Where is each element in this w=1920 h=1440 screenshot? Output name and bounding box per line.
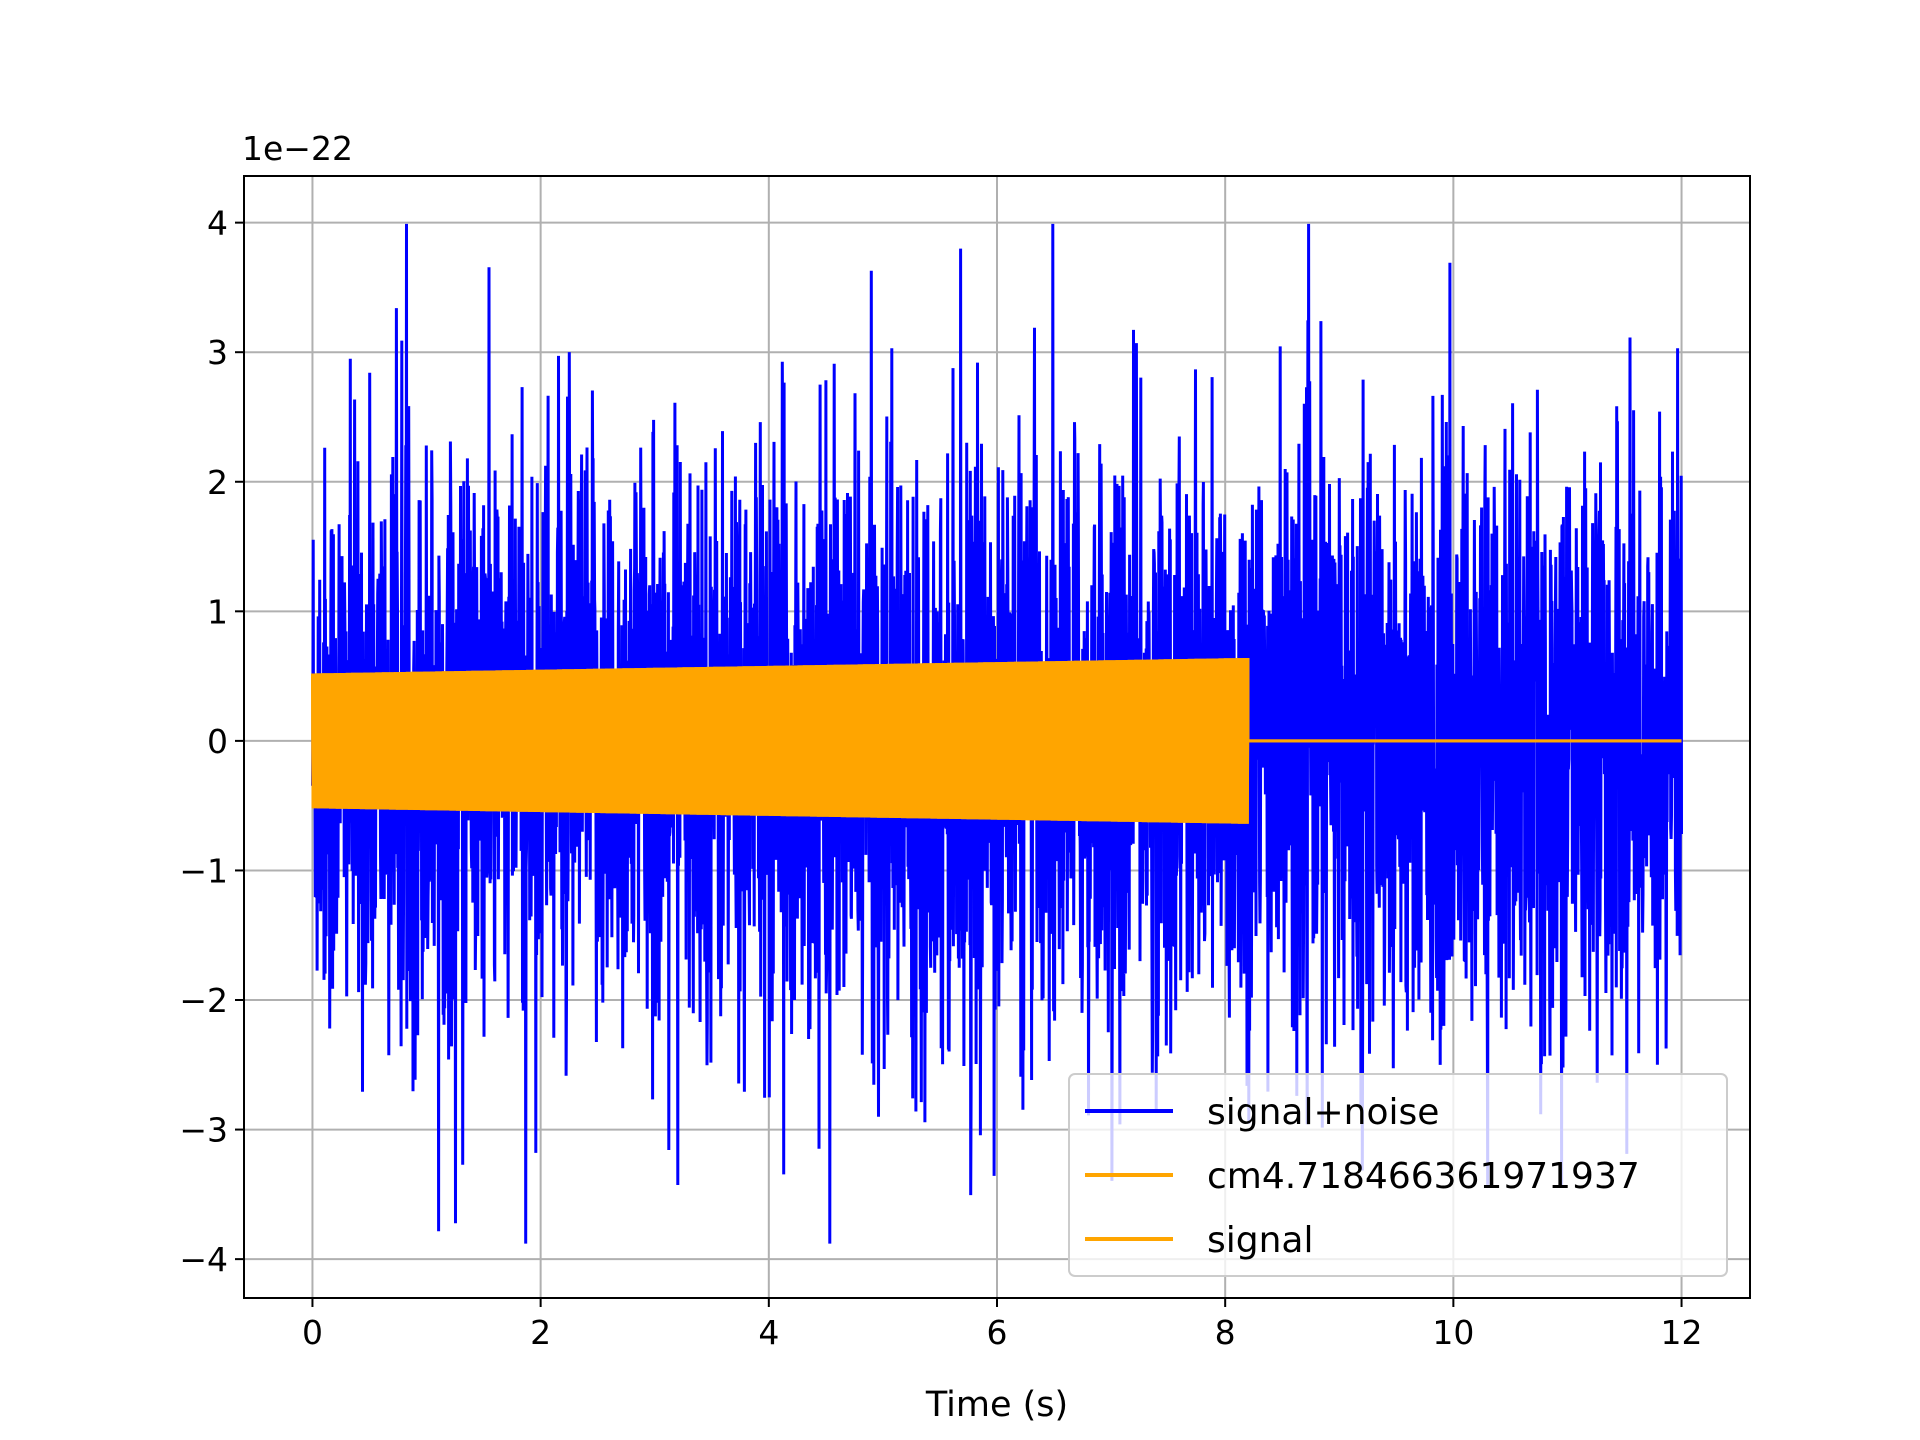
x-axis-title: Time (s) xyxy=(925,1385,1068,1425)
y-tick-label: 4 xyxy=(207,204,228,243)
y-axis: −4 −3 −2 −1 0 1 2 3 4 xyxy=(179,204,244,1279)
y-tick-label: 2 xyxy=(207,463,228,502)
y-offset-label: 1e−22 xyxy=(242,129,353,168)
legend-label: signal+noise xyxy=(1207,1092,1439,1133)
y-tick-label: −4 xyxy=(179,1240,228,1279)
x-tick-label: 8 xyxy=(1215,1313,1236,1352)
legend: signal+noise cm4.718466361971937 signal xyxy=(1068,1073,1728,1277)
series-layer xyxy=(311,223,1683,1244)
legend-label: signal xyxy=(1207,1220,1314,1261)
series-line-signal xyxy=(311,657,1682,824)
legend-label: cm4.718466361971937 xyxy=(1207,1156,1640,1197)
x-tick-label: 0 xyxy=(302,1313,323,1352)
y-tick-label: −1 xyxy=(179,851,228,890)
y-tick-label: −3 xyxy=(179,1111,228,1150)
y-tick-label: −2 xyxy=(179,981,228,1020)
y-tick-label: 3 xyxy=(207,333,228,372)
legend-box xyxy=(1068,1073,1728,1277)
x-tick-label: 12 xyxy=(1661,1313,1703,1352)
x-tick-label: 6 xyxy=(987,1313,1008,1352)
y-tick-label: 0 xyxy=(207,722,228,761)
series-signal-noise-line xyxy=(311,223,1683,1244)
x-tick-label: 4 xyxy=(758,1313,779,1352)
y-tick-label: 1 xyxy=(207,592,228,631)
x-tick-label: 10 xyxy=(1432,1313,1474,1352)
x-axis: 0 2 4 6 8 10 12 xyxy=(302,1298,1703,1352)
x-tick-label: 2 xyxy=(530,1313,551,1352)
